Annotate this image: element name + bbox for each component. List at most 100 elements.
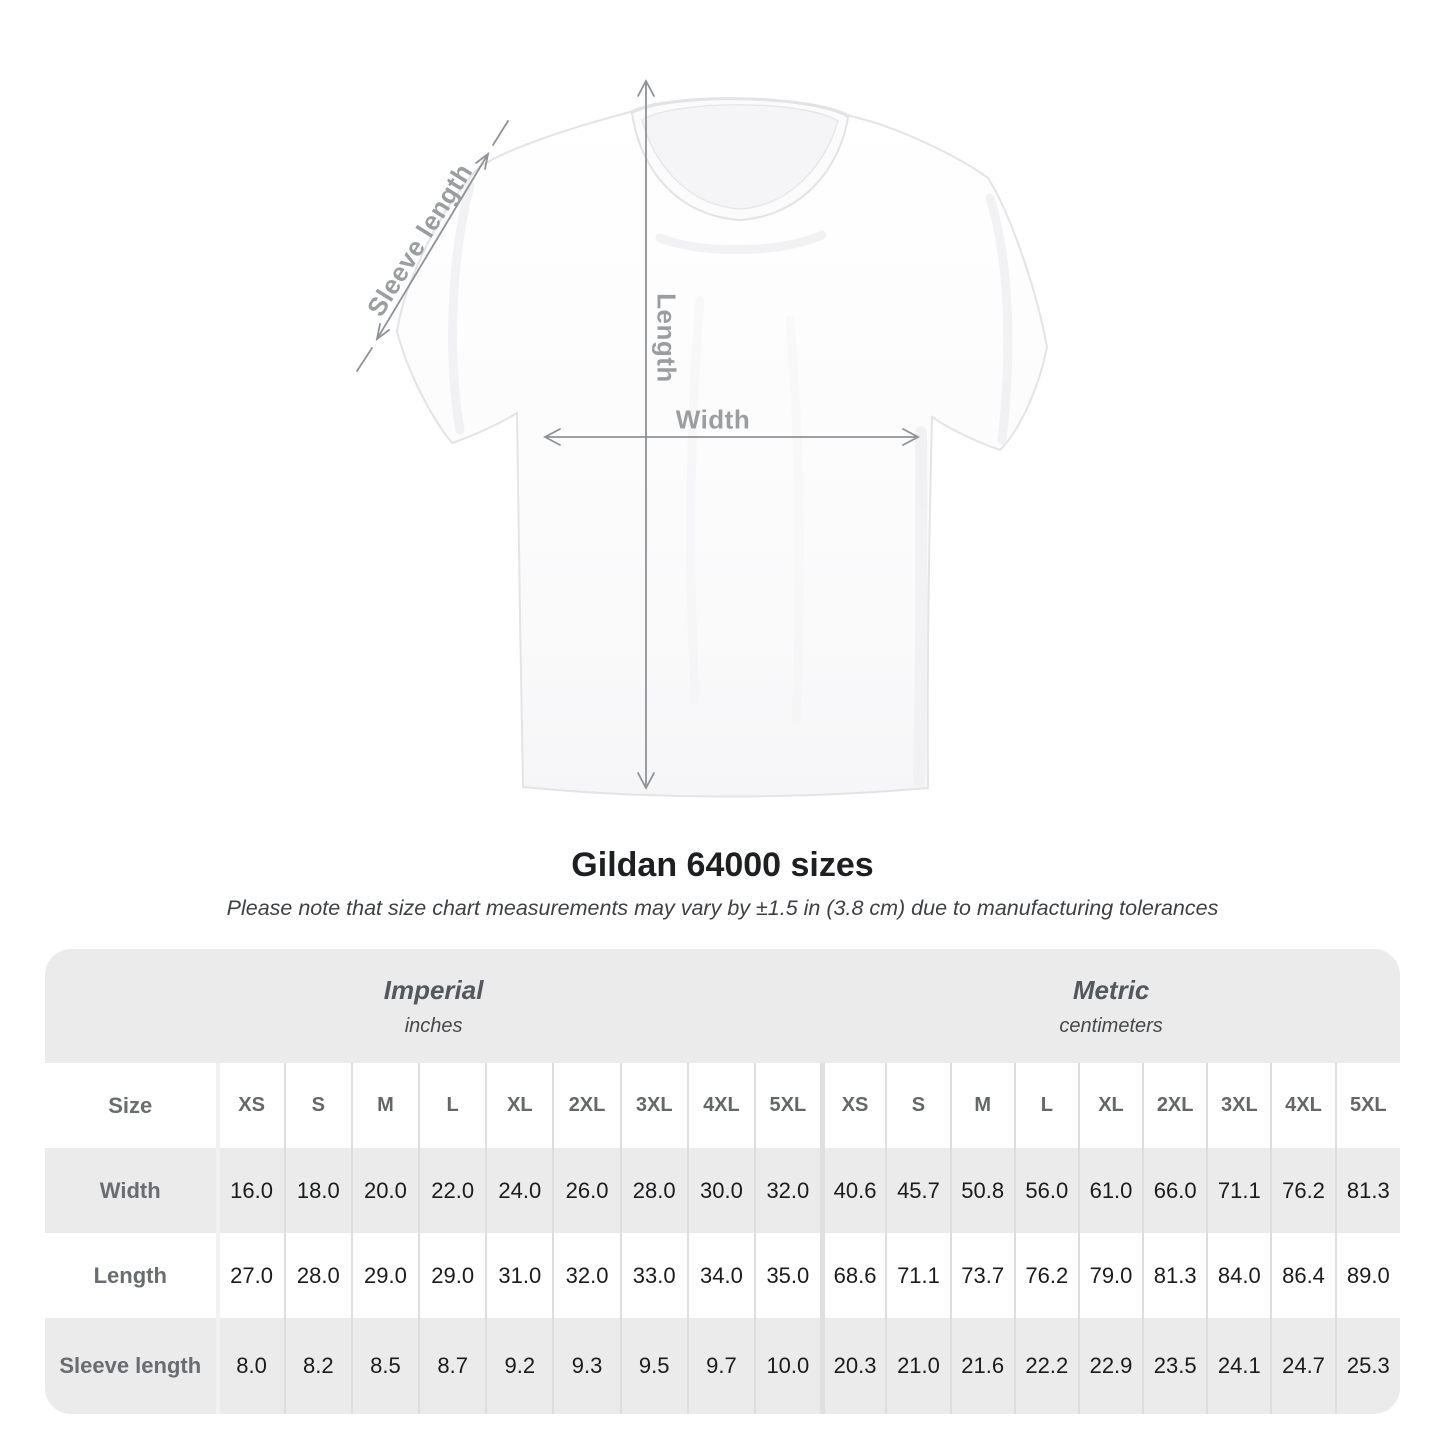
size-chart-card: Imperial inches Metric centimeters Size XS S M…: [45, 949, 1400, 1414]
value-length-metric-s: 71.1: [885, 1233, 951, 1318]
value-sleeve-length-metric-2xl: 23.5: [1142, 1318, 1208, 1414]
size-header-metric-5xl: 5XL: [1334, 1063, 1400, 1148]
value-length-metric-l: 76.2: [1013, 1233, 1079, 1318]
value-length-metric-m: 73.7: [949, 1233, 1015, 1318]
size-header-imperial-xs: XS: [215, 1063, 285, 1148]
value-width-imperial-m: 20.0: [350, 1148, 420, 1233]
value-sleeve-length-metric-xs: 20.3: [819, 1318, 887, 1414]
value-width-metric-xs: 40.6: [819, 1148, 887, 1233]
size-header-imperial-4xl: 4XL: [686, 1063, 755, 1148]
dimension-arrows: [356, 79, 920, 790]
value-sleeve-length-imperial-4xl: 9.7: [686, 1318, 755, 1414]
table-row-length: Length 27.0 28.0 29.0 29.0 31.0 32.0 33.0 34.0 35…: [45, 1233, 1400, 1318]
value-length-imperial-l: 29.0: [418, 1233, 487, 1318]
value-length-metric-2xl: 81.3: [1142, 1233, 1208, 1318]
value-sleeve-length-metric-5xl: 25.3: [1334, 1318, 1400, 1414]
value-length-imperial-m: 29.0: [350, 1233, 420, 1318]
value-sleeve-length-imperial-l: 8.7: [418, 1318, 487, 1414]
value-length-imperial-4xl: 34.0: [686, 1233, 755, 1318]
row-label-sleeve-length: Sleeve length: [59, 1353, 202, 1378]
size-header-metric-l: L: [1013, 1063, 1079, 1148]
size-header-metric-s: S: [885, 1063, 951, 1148]
row-label-width: Width: [99, 1177, 161, 1203]
imperial-sublabel: inches: [404, 1014, 463, 1037]
value-sleeve-length-metric-s: 21.0: [885, 1318, 951, 1414]
value-width-metric-m: 50.8: [949, 1148, 1015, 1233]
size-chart-table: Imperial inches Metric centimeters Size XS S M…: [45, 949, 1400, 1414]
size-header-imperial-xl: XL: [485, 1063, 554, 1148]
size-header-imperial-s: S: [283, 1063, 352, 1148]
value-sleeve-length-imperial-xs: 8.0: [215, 1318, 285, 1414]
value-length-metric-xs: 68.6: [819, 1233, 887, 1318]
table-row-width: Width 16.0 18.0 20.0 22.0 24.0 26.0 28.0 30.0 32.…: [45, 1148, 1400, 1233]
value-width-metric-5xl: 81.3: [1334, 1148, 1400, 1233]
size-column-heading: Size: [108, 1092, 153, 1118]
value-sleeve-length-metric-l: 22.2: [1013, 1318, 1079, 1414]
size-header-metric-xs: XS: [819, 1063, 887, 1148]
size-header-metric-3xl: 3XL: [1206, 1063, 1272, 1148]
value-sleeve-length-metric-m: 21.6: [949, 1318, 1015, 1414]
value-width-metric-4xl: 76.2: [1270, 1148, 1336, 1233]
row-label-length: Length: [93, 1262, 167, 1288]
length-label: Length: [651, 293, 682, 383]
size-header-metric-xl: XL: [1077, 1063, 1144, 1148]
sizes-header-row: Size XS S M L XL 2XL 3XL 4XL 5XL XS S M L XL 2XL 3XL 4XL 5…: [45, 1063, 1400, 1148]
value-sleeve-length-metric-4xl: 24.7: [1270, 1318, 1336, 1414]
size-header-metric-m: M: [949, 1063, 1015, 1148]
value-length-imperial-2xl: 32.0: [552, 1233, 621, 1318]
value-length-imperial-5xl: 35.0: [753, 1233, 823, 1318]
value-sleeve-length-imperial-2xl: 9.3: [552, 1318, 621, 1414]
value-width-imperial-2xl: 26.0: [552, 1148, 621, 1233]
value-width-imperial-5xl: 32.0: [753, 1148, 823, 1233]
page-title: Gildan 64000 sizes: [571, 846, 874, 884]
value-width-imperial-xs: 16.0: [215, 1148, 285, 1233]
tshirt-graphic: [356, 79, 1049, 798]
value-width-metric-2xl: 66.0: [1142, 1148, 1208, 1233]
value-width-imperial-l: 22.0: [418, 1148, 487, 1233]
value-width-metric-3xl: 71.1: [1206, 1148, 1272, 1233]
value-length-metric-5xl: 89.0: [1334, 1233, 1400, 1318]
table-row-sleeve-length: Sleeve length 8.0 8.2 8.5 8.7 9.2 9.3 9.5 9.7 10.…: [45, 1318, 1400, 1414]
units-header-row: Imperial inches Metric centimeters: [45, 949, 1400, 1063]
size-header-metric-4xl: 4XL: [1270, 1063, 1336, 1148]
metric-label: Metric: [1072, 974, 1150, 1005]
imperial-unit-heading: Imperial inches: [45, 949, 822, 1063]
value-sleeve-length-metric-3xl: 24.1: [1206, 1318, 1272, 1414]
size-header-imperial-3xl: 3XL: [619, 1063, 688, 1148]
value-sleeve-length-imperial-s: 8.2: [283, 1318, 352, 1414]
metric-sublabel: centimeters: [1059, 1014, 1163, 1037]
size-header-imperial-l: L: [418, 1063, 487, 1148]
value-width-imperial-4xl: 30.0: [686, 1148, 755, 1233]
tolerance-note: Please note that size chart measurements…: [226, 896, 1219, 920]
value-sleeve-length-imperial-5xl: 10.0: [753, 1318, 823, 1414]
size-header-metric-2xl: 2XL: [1142, 1063, 1208, 1148]
length-arrow: [637, 79, 655, 790]
tshirt-shape: [395, 97, 1049, 798]
sleeve-length-arrow: [356, 120, 509, 372]
value-length-imperial-xs: 27.0: [215, 1233, 285, 1318]
value-length-metric-xl: 79.0: [1077, 1233, 1144, 1318]
value-length-imperial-s: 28.0: [283, 1233, 352, 1318]
value-sleeve-length-imperial-3xl: 9.5: [619, 1318, 688, 1414]
value-width-metric-s: 45.7: [885, 1148, 951, 1233]
size-header-imperial-2xl: 2XL: [552, 1063, 621, 1148]
metric-unit-heading: Metric centimeters: [822, 949, 1400, 1063]
tshirt-measurement-figure: Sleeve length Length Width: [356, 79, 1049, 798]
value-width-imperial-3xl: 28.0: [619, 1148, 688, 1233]
value-width-imperial-s: 18.0: [283, 1148, 352, 1233]
value-sleeve-length-imperial-m: 8.5: [350, 1318, 420, 1414]
size-header-imperial-m: M: [350, 1063, 420, 1148]
value-length-metric-4xl: 86.4: [1270, 1233, 1336, 1318]
value-sleeve-length-imperial-xl: 9.2: [485, 1318, 554, 1414]
width-arrow: [543, 428, 920, 446]
value-width-metric-xl: 61.0: [1077, 1148, 1144, 1233]
value-length-metric-3xl: 84.0: [1206, 1233, 1272, 1318]
value-width-metric-l: 56.0: [1013, 1148, 1079, 1233]
value-length-imperial-3xl: 33.0: [619, 1233, 688, 1318]
value-width-imperial-xl: 24.0: [485, 1148, 554, 1233]
imperial-label: Imperial: [383, 974, 484, 1005]
value-sleeve-length-metric-xl: 22.9: [1077, 1318, 1144, 1414]
tshirt-shading: [448, 180, 1013, 786]
width-label: Width: [675, 404, 751, 435]
value-length-imperial-xl: 31.0: [485, 1233, 554, 1318]
